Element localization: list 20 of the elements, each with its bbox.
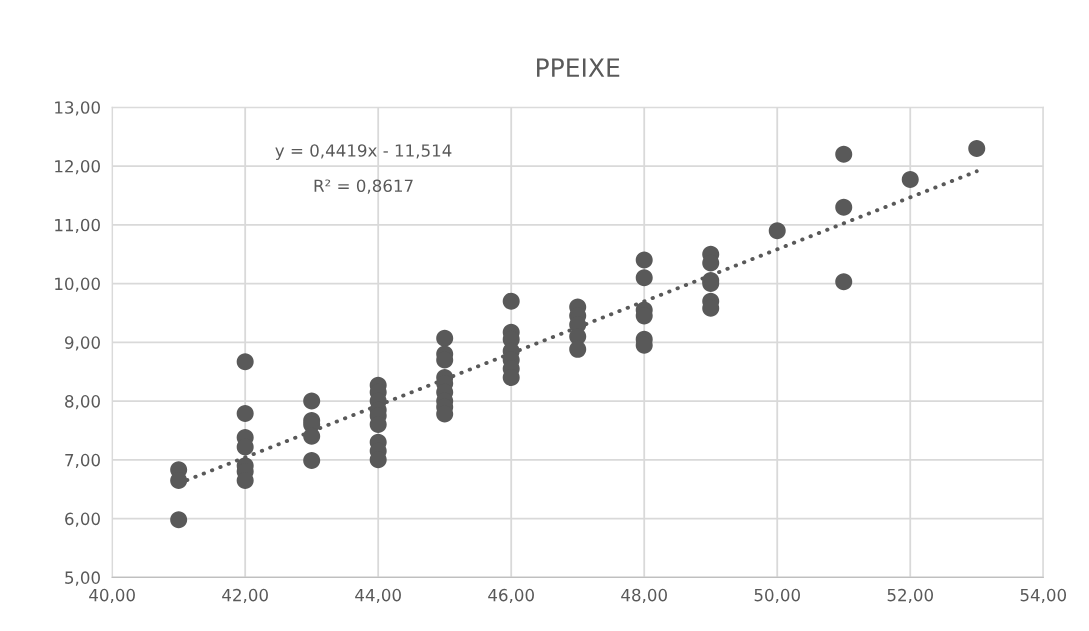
- x-tick-label: 44,00: [355, 588, 401, 604]
- y-tick-label: 11,00: [55, 218, 100, 234]
- annotation: R² = 0,8617: [314, 179, 413, 194]
- x-tick-label: 50,00: [754, 588, 800, 604]
- y-tick-label: 13,00: [55, 101, 100, 116]
- y-tick-label: 5,00: [65, 571, 100, 586]
- x-tick-label: 46,00: [488, 588, 534, 604]
- x-tick-label: 48,00: [621, 588, 667, 604]
- x-tick-label: 40,00: [89, 588, 135, 604]
- x-tick-label: 52,00: [887, 588, 933, 604]
- y-tick-label: 12,00: [55, 159, 100, 175]
- y-tick-label: 8,00: [65, 395, 100, 410]
- y-tick-label: 9,00: [65, 336, 100, 351]
- y-tick-label: 6,00: [65, 512, 100, 527]
- x-tick-label: 54,00: [1020, 588, 1067, 604]
- y-tick-label: 7,00: [65, 453, 100, 469]
- annotation: y = 0,4419x - 11,514: [275, 144, 452, 160]
- y-tick-label: 10,00: [55, 277, 100, 292]
- x-tick-label: 42,00: [222, 588, 268, 604]
- chart-title: PPEIXE: [537, 58, 620, 77]
